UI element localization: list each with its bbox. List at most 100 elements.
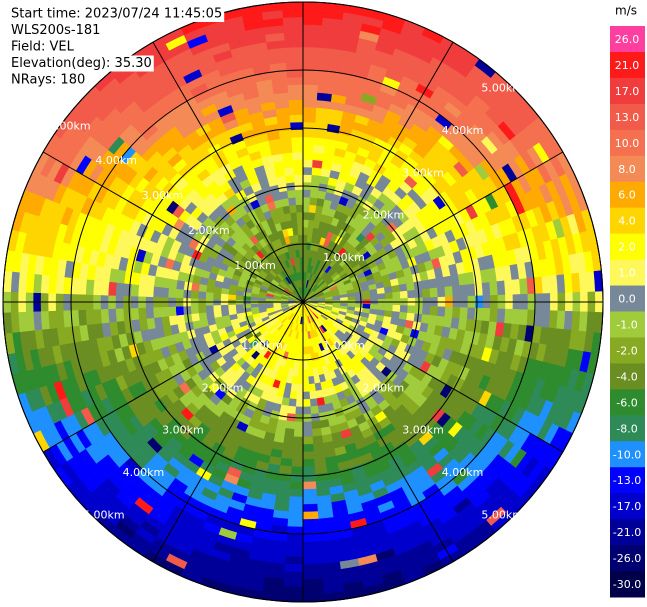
- radar-gate: [302, 46, 322, 56]
- radar-gate: [227, 304, 237, 311]
- radar-gate: [302, 369, 309, 378]
- radar-gate: [302, 226, 309, 235]
- radar-gate: [481, 282, 491, 296]
- radar-gate: [47, 275, 58, 294]
- radar-gate: [548, 275, 559, 294]
- radar-gate: [257, 303, 266, 307]
- radar-gate: [279, 457, 293, 467]
- radar-gate: [284, 556, 304, 565]
- radar-gate: [167, 306, 177, 317]
- radar-gate: [152, 306, 162, 318]
- range-label: 5.00km: [481, 81, 523, 94]
- radar-gate: [369, 293, 379, 300]
- radar-gate: [294, 189, 304, 198]
- range-label: 3.00km: [402, 166, 444, 179]
- radar-gate: [283, 563, 304, 573]
- radar-gate: [315, 114, 330, 125]
- radar-gate: [160, 286, 169, 298]
- radar-gate: [287, 511, 304, 520]
- radar-gate: [312, 159, 324, 169]
- radar-gate: [354, 295, 364, 301]
- radar-gate: [302, 136, 315, 146]
- range-label: 1.00km: [323, 251, 365, 264]
- radar-gate: [302, 189, 312, 198]
- radar-gate: [280, 144, 293, 154]
- info-line: Field: VEL: [11, 40, 75, 55]
- info-line: Elevation(deg): 35.30: [11, 56, 152, 71]
- radar-gate: [235, 303, 244, 310]
- colorbar-tick-label: 13.0: [615, 111, 640, 124]
- radar-gate: [281, 593, 304, 602]
- radar-gate: [406, 282, 416, 292]
- radar-gate: [284, 46, 304, 56]
- radar-gate: [511, 309, 521, 325]
- colorbar-unit: m/s: [615, 4, 637, 18]
- radar-gate: [571, 272, 581, 293]
- radar-gate: [295, 391, 304, 400]
- radar-gate: [92, 279, 102, 296]
- radar-gate: [283, 24, 304, 33]
- radar-gate: [288, 496, 304, 505]
- radar-gate: [282, 16, 304, 26]
- range-label: 4.00km: [442, 124, 484, 137]
- radar-gate: [160, 306, 169, 318]
- radar-gate: [429, 306, 439, 317]
- radar-gate: [276, 114, 291, 125]
- radar-gate: [288, 503, 304, 513]
- radar-gate: [285, 174, 295, 184]
- colorbar-tick-label: -26.0: [613, 552, 641, 565]
- radar-gate: [563, 273, 574, 294]
- radar-gate: [283, 571, 304, 580]
- radar-gate: [383, 286, 393, 294]
- radar-gate: [369, 288, 378, 296]
- radar-gate: [489, 308, 499, 323]
- radar-gate: [212, 304, 222, 312]
- radar-gate: [292, 443, 304, 453]
- radar-gate: [302, 548, 322, 558]
- radar-gate: [548, 310, 559, 329]
- radar-gate: [145, 306, 155, 319]
- info-line: Start time: 2023/07/24 11:45:05: [11, 7, 222, 22]
- radar-gate: [292, 159, 304, 168]
- radar-gate: [47, 310, 58, 329]
- radar-gate: [571, 311, 581, 332]
- radar-gate: [62, 276, 73, 295]
- radar-gate: [302, 361, 308, 370]
- radar-gate: [175, 314, 186, 325]
- radar-gate: [302, 211, 310, 220]
- radar-gate: [282, 9, 304, 18]
- radar-gate: [302, 354, 308, 363]
- radar-gate: [197, 305, 207, 314]
- radar-gate: [302, 421, 313, 430]
- radar-gate: [296, 376, 304, 385]
- radar-gate: [302, 219, 310, 228]
- radar-field: [3, 2, 603, 602]
- radar-gate: [302, 533, 320, 543]
- radar-gate: [293, 166, 304, 176]
- colorbar-tick-label: -17.0: [613, 500, 641, 513]
- radar-gate: [287, 405, 296, 415]
- radar-gate: [302, 84, 319, 93]
- radar-gate: [115, 308, 125, 322]
- radar-gate: [302, 76, 319, 86]
- radar-gate: [297, 369, 304, 378]
- colorbar-tick-label: -10.0: [613, 448, 641, 461]
- radar-gate: [25, 272, 35, 293]
- radar-gate: [302, 346, 307, 355]
- radar-gate: [295, 204, 304, 213]
- radar-gate: [451, 306, 461, 319]
- colorbar-tick-label: -30.0: [613, 578, 641, 591]
- radar-gate: [293, 174, 304, 183]
- radar-gate: [340, 297, 349, 301]
- colorbar-tick-label: -8.0: [616, 422, 637, 435]
- radar-gate: [556, 274, 566, 294]
- radar-gate: [384, 292, 394, 300]
- colorbar-tick-label: -2.0: [616, 344, 637, 357]
- colorbar-tick-label: -13.0: [613, 474, 641, 487]
- colorbar-tick-label: 4.0: [618, 215, 636, 228]
- colorbar-tick-label: -1.0: [616, 318, 637, 331]
- radar-gate: [311, 420, 321, 430]
- radar-gate: [190, 305, 199, 315]
- radar-gate: [291, 458, 304, 468]
- radar-gate: [312, 152, 325, 162]
